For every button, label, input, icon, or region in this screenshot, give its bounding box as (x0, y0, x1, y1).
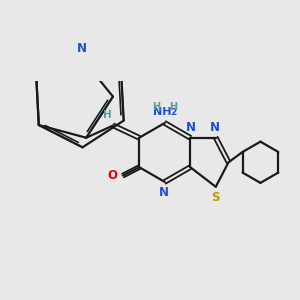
Text: N: N (77, 43, 87, 56)
Text: S: S (212, 191, 220, 204)
Text: N: N (186, 121, 196, 134)
Text: 2: 2 (170, 108, 177, 117)
Text: H: H (103, 110, 112, 120)
Text: NH: NH (153, 106, 172, 117)
Text: N: N (159, 186, 169, 199)
Text: H: H (169, 102, 178, 112)
Text: N: N (210, 121, 220, 134)
Text: O: O (107, 169, 117, 182)
Text: H: H (152, 102, 160, 112)
